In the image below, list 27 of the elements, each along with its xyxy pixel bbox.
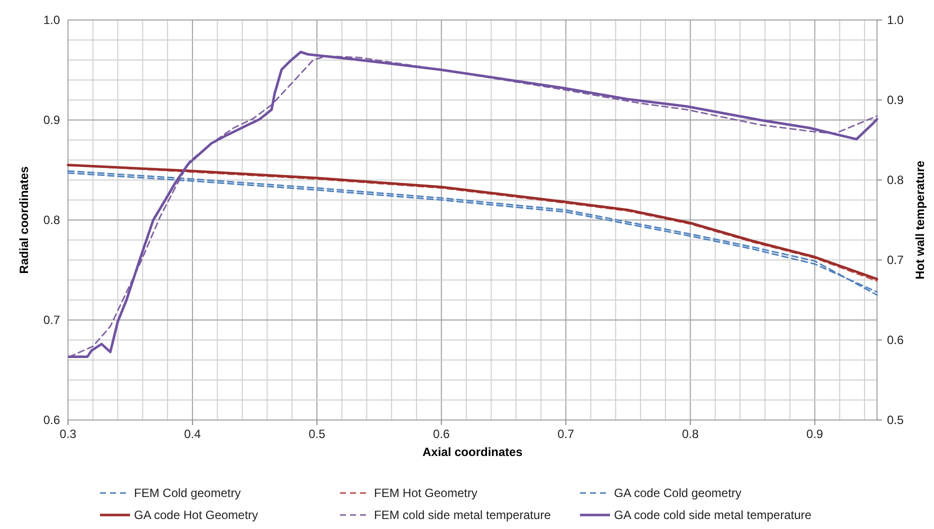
legend-label: GA code cold side metal temperature [614,508,812,522]
y-tick-label: 0.7 [43,313,60,327]
legend-label: FEM cold side metal temperature [374,508,552,522]
y2-tick-label: 0.7 [887,253,904,267]
x-tick-label: 0.4 [184,427,202,441]
y2-tick-label: 0.8 [887,173,904,187]
legend-label: FEM Hot Geometry [374,486,478,500]
x-tick-label: 0.9 [806,427,824,441]
legend-label: GA code Cold geometry [614,486,742,500]
y-tick-label: 0.8 [43,213,60,227]
y-tick-label: 0.9 [43,113,60,127]
y2-tick-label: 0.6 [887,333,904,347]
y-tick-label: 1.0 [43,13,60,27]
y-tick-label: 0.6 [43,413,60,427]
x-tick-label: 0.6 [433,427,450,441]
x-tick-label: 0.8 [682,427,699,441]
x-tick-label: 0.3 [60,427,77,441]
legend-label: FEM Cold geometry [134,486,241,500]
x-tick-label: 0.7 [558,427,575,441]
x-axis-title: Axial coordinates [422,445,523,459]
y2-tick-label: 0.5 [887,413,904,427]
x-tick-label: 0.5 [308,427,326,441]
y2-tick-label: 1.0 [887,13,904,27]
y2-tick-label: 0.9 [887,93,904,107]
y-axis-title: Radial coordinates [17,166,31,274]
y2-axis-title: Hot wall temperature [913,160,927,280]
legend-label: GA code Hot Geometry [134,508,258,522]
